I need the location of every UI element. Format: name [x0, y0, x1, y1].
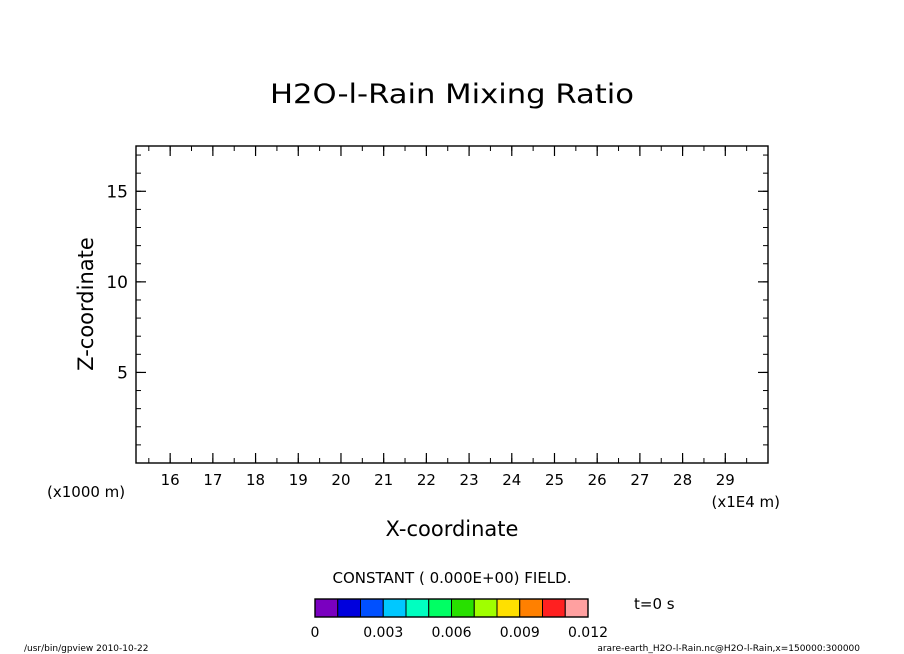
y-tick-label: 15: [106, 182, 128, 202]
x-tick-label: 20: [331, 471, 350, 489]
colorbar-frame: [314, 598, 589, 618]
colorbar-tick-label: 0: [311, 625, 320, 641]
plot-frame: [135, 145, 769, 464]
x-tick-label: 19: [289, 471, 308, 489]
colorbar-swatch: [337, 598, 361, 618]
colorbar-tick-label: 0.003: [363, 625, 403, 641]
x-tick-label: 16: [161, 471, 180, 489]
colorbar-tick-label: 0.012: [568, 625, 608, 641]
x-scale-label: (x1E4 m): [711, 493, 780, 511]
colorbar-labels: 0 0.003 0.006 0.009 0.012: [311, 625, 609, 641]
colorbar-swatch: [496, 598, 521, 618]
x-tick-label: 22: [417, 471, 436, 489]
axis-ticks: [136, 146, 769, 464]
colorbar-swatch: [564, 598, 589, 618]
x-tick-label: 27: [630, 471, 649, 489]
x-tick-label: 17: [203, 471, 222, 489]
colorbar-swatch: [314, 598, 339, 618]
colorbar-tick-label: 0.009: [500, 625, 540, 641]
x-tick-label: 29: [716, 471, 735, 489]
x-tick-label: 28: [673, 471, 692, 489]
field-message: CONSTANT ( 0.000E+00) FIELD.: [333, 569, 572, 587]
colorbar-swatch: [542, 598, 566, 618]
colorbar-swatch: [428, 598, 452, 618]
colorbar-tick-label: 0.006: [431, 625, 471, 641]
chart-title: H2O-l-Rain Mixing Ratio: [270, 79, 634, 110]
colorbar-swatch: [451, 598, 475, 618]
x-tick-label: 26: [588, 471, 607, 489]
colorbar-swatch: [360, 598, 384, 618]
x-tick-label: 25: [545, 471, 564, 489]
time-label: t=0 s: [634, 595, 675, 613]
x-axis-label: X-coordinate: [386, 517, 519, 541]
x-tick-label: 18: [246, 471, 265, 489]
colorbar-swatch: [405, 598, 430, 618]
x-tick-label: 23: [460, 471, 479, 489]
footer-right: arare-earth_H2O-l-Rain.nc@H2O-l-Rain,x=1…: [597, 644, 860, 654]
footer-left: /usr/bin/gpview 2010-10-22: [24, 644, 148, 654]
y-axis-label: Z-coordinate: [74, 237, 98, 371]
colorbar: [314, 598, 589, 618]
colorbar-swatch: [382, 598, 407, 618]
y-tick-labels: 5 10 15: [106, 182, 128, 383]
colorbar-swatch: [473, 598, 498, 618]
x-tick-label: 21: [374, 471, 393, 489]
y-tick-label: 10: [106, 273, 128, 293]
y-tick-label: 5: [117, 363, 128, 383]
colorbar-swatch: [519, 598, 543, 618]
y-scale-label: (x1000 m): [47, 483, 125, 501]
x-tick-labels: 16 17 18 19 20 21 22 23 24 25 26 27 28 29: [161, 471, 735, 489]
x-tick-label: 24: [502, 471, 521, 489]
